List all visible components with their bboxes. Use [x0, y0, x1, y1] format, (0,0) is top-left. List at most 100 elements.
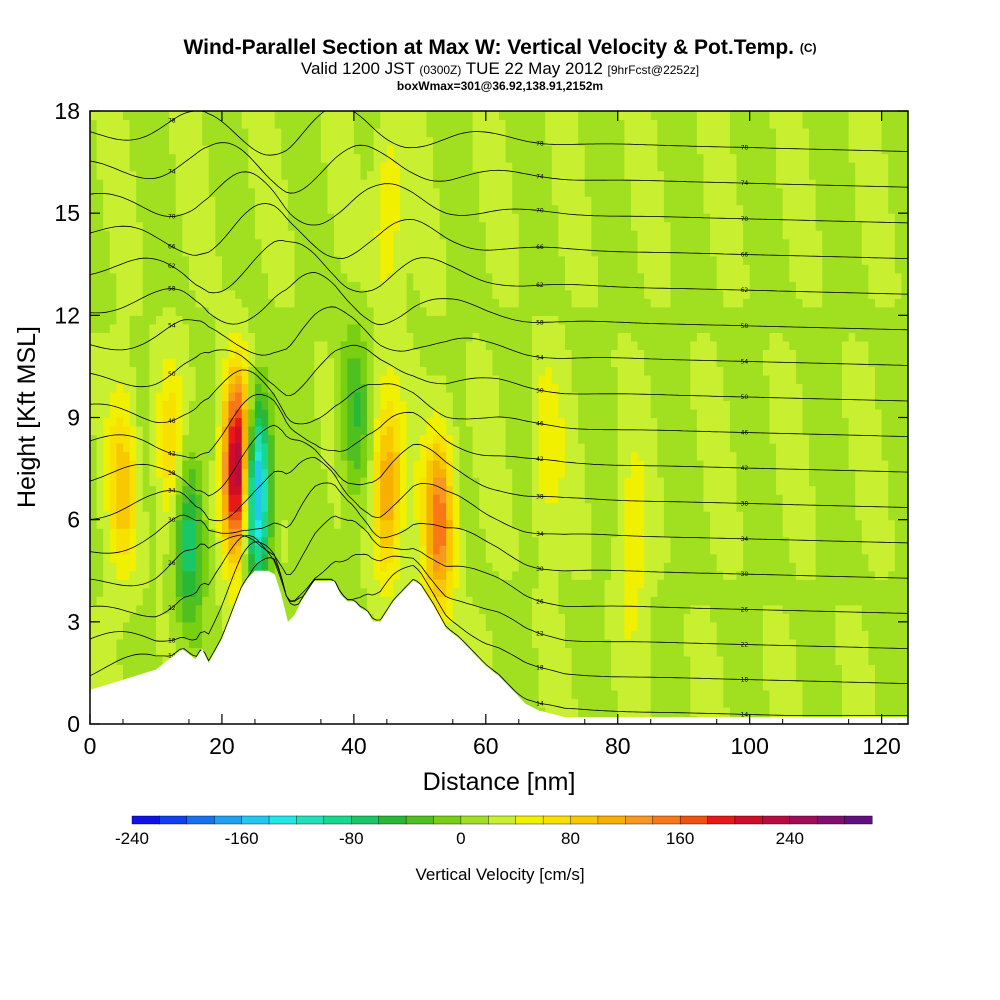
velocity-cell [103, 579, 111, 589]
velocity-cell [525, 579, 533, 589]
velocity-cell [479, 247, 487, 257]
velocity-cell [518, 238, 526, 248]
velocity-cell [314, 408, 322, 419]
velocity-cell [367, 426, 375, 436]
velocity-cell [162, 655, 170, 665]
velocity-cell [90, 545, 98, 555]
velocity-cell [373, 357, 381, 368]
velocity-cell [103, 391, 111, 402]
velocity-cell [466, 230, 474, 240]
velocity-cell [96, 136, 104, 146]
velocity-cell [142, 604, 150, 614]
velocity-cell [518, 315, 526, 325]
velocity-cell [433, 511, 441, 521]
velocity-cell [90, 511, 98, 521]
velocity-cell [235, 204, 243, 214]
velocity-cell [103, 621, 111, 631]
velocity-cell [380, 213, 388, 223]
velocity-cell [208, 238, 216, 248]
velocity-cell [466, 400, 474, 410]
velocity-cell [169, 400, 177, 410]
velocity-cell [294, 315, 302, 325]
velocity-cell [518, 604, 526, 614]
velocity-cell [400, 528, 408, 538]
velocity-cell [360, 162, 368, 172]
velocity-cell [393, 306, 401, 316]
velocity-cell [281, 443, 289, 453]
velocity-cell [380, 519, 388, 529]
velocity-cell [518, 247, 526, 257]
velocity-cell [221, 306, 230, 316]
velocity-cell [162, 391, 170, 402]
velocity-cell [287, 519, 296, 529]
velocity-cell [538, 145, 546, 155]
velocity-cell [122, 579, 131, 589]
velocity-cell [122, 357, 131, 368]
velocity-cell [485, 247, 494, 257]
velocity-cell [531, 655, 540, 665]
velocity-cell [103, 374, 111, 385]
velocity-cell [155, 366, 164, 376]
velocity-cell [472, 323, 480, 333]
velocity-cell [406, 213, 414, 223]
velocity-cell [512, 383, 520, 393]
velocity-cell [122, 460, 131, 470]
velocity-cell [373, 289, 381, 299]
velocity-cell [334, 119, 342, 129]
velocity-cell [96, 621, 104, 631]
velocity-cell [155, 221, 164, 231]
velocity-cell [426, 434, 434, 444]
velocity-cell [90, 213, 98, 223]
velocity-cell [235, 272, 243, 282]
velocity-cell [360, 366, 368, 376]
velocity-cell [109, 306, 117, 316]
velocity-cell [136, 545, 144, 555]
velocity-cell [129, 145, 137, 155]
velocity-cell [492, 443, 500, 453]
velocity-cell [136, 238, 144, 248]
velocity-cell [518, 664, 526, 674]
velocity-cell [406, 579, 414, 589]
velocity-cell [96, 647, 104, 657]
velocity-cell [235, 247, 243, 257]
velocity-cell [472, 468, 480, 478]
velocity-cell [472, 647, 480, 657]
velocity-cell [492, 306, 500, 316]
velocity-cell [439, 179, 447, 189]
velocity-cell [215, 213, 223, 223]
velocity-cell [116, 306, 124, 316]
velocity-cell [512, 434, 520, 444]
velocity-cell [162, 255, 170, 265]
velocity-cell [96, 587, 104, 597]
velocity-cell [241, 281, 249, 291]
velocity-cell [307, 340, 315, 350]
velocity-cell [406, 170, 414, 180]
velocity-cell [492, 400, 500, 410]
velocity-cell [109, 494, 117, 504]
velocity-cell [208, 647, 216, 657]
velocity-cell [459, 332, 467, 342]
velocity-cell [340, 383, 348, 393]
velocity-cell [538, 545, 546, 555]
velocity-cell [122, 128, 131, 138]
velocity-cell [103, 494, 111, 504]
velocity-cell [386, 221, 395, 231]
velocity-cell [386, 579, 395, 589]
velocity-cell [340, 340, 348, 350]
velocity-cell [472, 630, 480, 640]
velocity-cell [472, 391, 480, 402]
velocity-cell [512, 443, 520, 453]
velocity-cell [116, 400, 124, 410]
velocity-cell [90, 187, 98, 197]
velocity-cell [466, 579, 474, 589]
velocity-cell [479, 170, 487, 180]
velocity-cell [386, 519, 395, 529]
velocity-cell [406, 281, 414, 291]
velocity-cell [545, 672, 553, 683]
velocity-cell [360, 451, 368, 461]
velocity-cell [90, 587, 98, 597]
velocity-cell [413, 247, 421, 257]
velocity-cell [367, 221, 375, 231]
velocity-cell [452, 587, 461, 597]
velocity-cell [353, 281, 362, 291]
